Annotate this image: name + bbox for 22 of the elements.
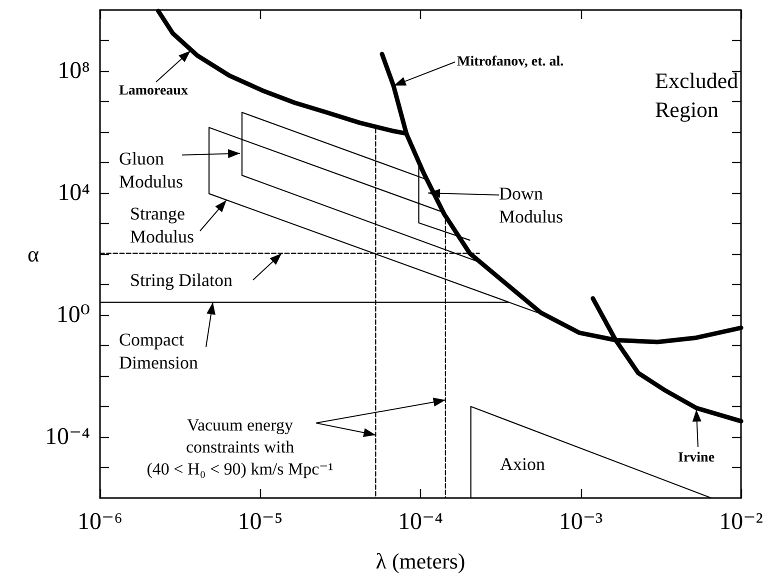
x-tick-label: 10⁻² <box>719 509 764 535</box>
x-tick-label: 10⁻⁴ <box>398 509 444 535</box>
annotation: Excluded Region <box>655 68 738 122</box>
annotation: Compact Dimension <box>119 330 198 372</box>
annotation: Lamoreaux <box>119 84 188 98</box>
x-tick-label: 10⁻³ <box>558 509 603 535</box>
annotation: Irvine <box>678 450 715 466</box>
annotation: Vacuum energy constraints with (40 < H₀ < 90) km/s Mpc⁻¹ <box>146 416 334 478</box>
annotation: Mitrofanov, et. al. <box>457 54 564 70</box>
x-axis-title: λ (meters) <box>376 548 466 574</box>
annotation: Axion <box>500 454 545 474</box>
y-tick-label: 10⁻⁴ <box>44 424 90 450</box>
annotation: Down Modulus <box>499 184 564 226</box>
x-tick-label: 10⁻⁵ <box>238 509 283 535</box>
y-tick-label: 10⁴ <box>58 180 90 206</box>
y-tick-label: 10⁸ <box>58 58 90 84</box>
y-axis-title: α <box>28 242 40 266</box>
annotation: Gluon Modulus <box>119 148 184 192</box>
annotation: Strange Modulus <box>130 204 194 246</box>
y-tick-label: 10⁰ <box>56 302 90 328</box>
annotation: String Dilaton <box>130 270 232 290</box>
x-tick-label: 10⁻⁶ <box>77 509 123 535</box>
